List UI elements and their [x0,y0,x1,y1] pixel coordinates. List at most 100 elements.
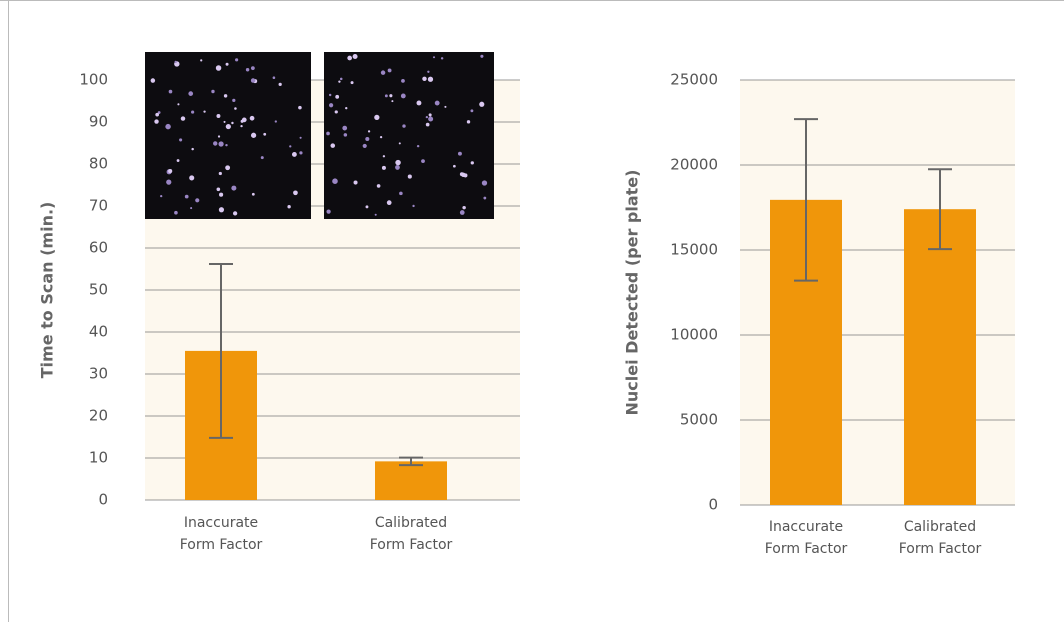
bar [904,209,976,505]
micrograph [324,52,494,219]
nucleus-dot [421,159,425,163]
nucleus-dot [427,70,430,73]
nucleus-dot [328,93,332,97]
x-tick-label: Inaccurate Form Factor [179,515,263,553]
nucleus-dot [353,180,358,185]
nucleus-dot [211,89,215,94]
nucleus-dot [291,152,297,157]
nucleus-dot [326,209,331,214]
nucleus-dot [218,207,225,213]
nucleus-dot [338,80,341,83]
nucleus-dot [425,122,430,127]
error-bar-line [928,168,952,251]
nucleus-dot [217,135,221,138]
nucleus-dot [432,56,436,59]
nucleus-dot [250,132,257,138]
nucleus-dot [434,100,440,106]
nucleus-dot [168,89,173,94]
nucleus-dot [223,94,228,98]
nucleus-dot [352,53,358,59]
y-tick-label: 90 [89,113,108,131]
nucleus-dot [216,114,221,118]
nucleus-dot [235,58,239,62]
nucleus-dot [231,185,237,191]
nucleus-dot [155,112,160,117]
nucleus-dot [339,77,343,81]
nucleus-dot [386,200,392,206]
nucleus-dot [188,91,194,96]
y-tick-label: 50 [89,281,108,299]
nucleus-dot [407,174,412,179]
nucleus-dot [215,65,222,71]
nucleus-dot [335,94,340,99]
nucleus-dot [218,171,222,176]
nucleus-dot [249,115,255,121]
nucleus-dot [402,124,406,128]
nucleus-dot [330,143,336,148]
nucleus-dot [218,141,224,147]
nucleus-dot [299,151,303,155]
nucleus-dot [329,103,334,108]
nucleus-dot [387,68,392,73]
y-tick-label: 5000 [680,411,718,429]
error-bar [209,262,233,439]
nucleus-dot [342,125,348,131]
nucleus-dot [157,111,161,114]
nucleus-dot [347,55,353,61]
nucleus-dot [213,141,218,146]
bar [375,461,447,500]
nucleus-dot [150,78,156,83]
nucleus-dot [203,110,206,113]
nucleus-dot [180,116,186,121]
nucleus-dot [245,68,250,72]
nucleus-dot [160,194,163,198]
y-tick-label: 70 [89,197,108,215]
nucleus-dot [395,159,401,166]
nucleus-dot [428,116,434,122]
nucleus-dot [154,119,159,124]
nucleus-dot [289,145,292,148]
nucleus-dot [416,144,420,148]
nucleus-dot [350,81,354,85]
nucleus-dot [425,115,429,119]
nucleus-dot [480,54,484,58]
nucleus-dot [179,138,183,142]
nucleus-dot [382,155,386,158]
y-tick-label: 100 [79,71,108,89]
nucleus-dot [189,175,195,181]
nucleus-dot [444,105,447,108]
nucleus-dot [479,101,485,107]
nucleus-dot [461,172,466,178]
nucleus-dot [250,66,255,71]
nucleus-dot [391,100,394,103]
nucleus-dot [298,105,302,110]
x-tick-label: Calibrated Form Factor [369,515,453,553]
nucleus-dot [260,156,264,160]
error-bar [928,168,952,251]
nucleus-dot [395,165,400,170]
nucleus-dot [389,94,393,98]
nucleus-dot [440,57,444,60]
nucleus-dot [234,107,237,110]
nucleus-dot [343,133,348,137]
y-tick-label: 80 [89,155,108,173]
nucleus-dot [225,165,231,171]
nucleus-dot [481,180,488,186]
y-tick-label: 10 [89,449,108,467]
error-bar-line [209,262,233,439]
y-tick-label: 40 [89,323,108,341]
error-bar-line [794,118,818,282]
nucleus-dot [219,192,224,197]
nucleus-dot [457,151,462,156]
nucleus-dot [232,211,238,216]
nucleus-dot [191,110,195,114]
nucleus-dot [422,76,427,82]
nucleus-dot [272,76,276,80]
nucleus-dot [166,179,172,185]
nucleus-dot [225,143,228,147]
nucleus-dot [191,147,194,151]
nucleus-dot [299,136,302,139]
nucleus-dot [195,198,200,203]
